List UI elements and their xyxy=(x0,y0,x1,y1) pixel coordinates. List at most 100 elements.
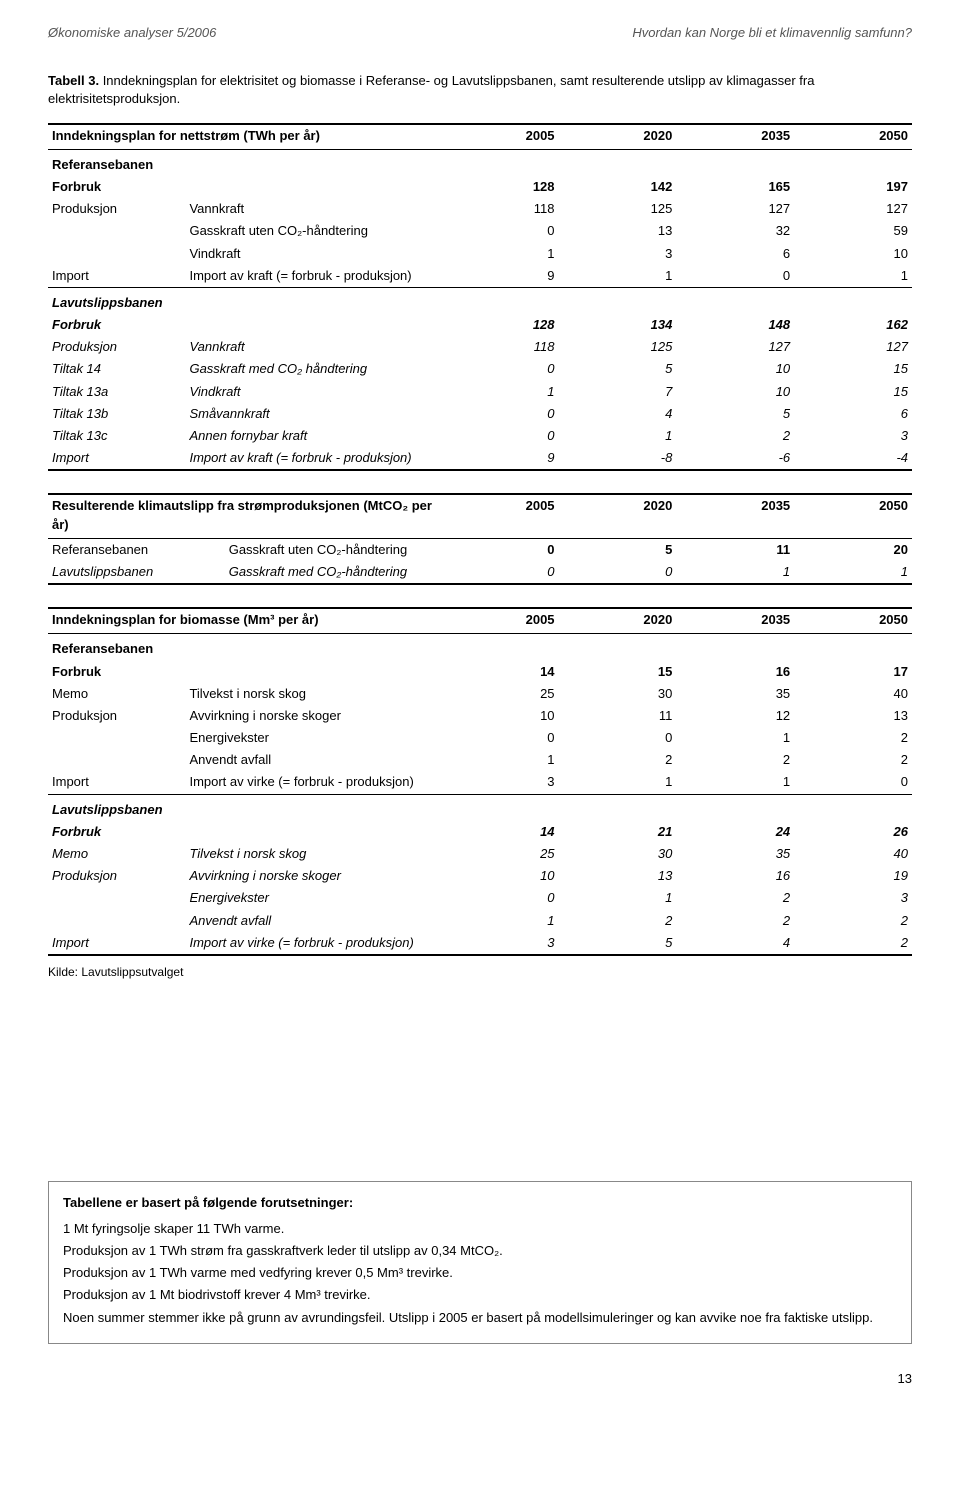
table-row: ProduksjonVannkraft118125127127 xyxy=(48,198,912,220)
cell-value: 10 xyxy=(441,865,559,887)
cell-value: 0 xyxy=(441,538,559,561)
cell-value: 5 xyxy=(559,538,677,561)
cell-value: -4 xyxy=(794,447,912,469)
cell-value: 3 xyxy=(441,932,559,954)
row-label-a: Produksjon xyxy=(48,865,185,887)
cell-value: 2 xyxy=(794,910,912,932)
cell-value: 30 xyxy=(559,683,677,705)
table-nettstrom: Inndekningsplan for nettstrøm (TWh per å… xyxy=(48,123,912,472)
row-label-b: Vannkraft xyxy=(185,198,440,220)
cell-value: 142 xyxy=(559,176,677,198)
row-label-b: Vindkraft xyxy=(185,381,440,403)
row-label-a: Forbruk xyxy=(48,661,185,683)
cell-value: 14 xyxy=(441,821,559,843)
row-label-a: Produksjon xyxy=(48,198,185,220)
table-caption: Tabell 3. Inndekningsplan for elektrisit… xyxy=(48,72,912,108)
cell-value: 128 xyxy=(441,176,559,198)
cell-value: 0 xyxy=(559,561,677,583)
row-label-b: Gasskraft uten CO₂-håndtering xyxy=(225,538,441,561)
cell-value: 2 xyxy=(676,887,794,909)
row-label-b: Import av virke (= forbruk - produksjon) xyxy=(185,932,440,954)
row-label-a: Produksjon xyxy=(48,705,185,727)
table-row: ImportImport av kraft (= forbruk - produ… xyxy=(48,265,912,288)
cell-value: -6 xyxy=(676,447,794,469)
row-label-b: Gasskraft med CO₂-håndtering xyxy=(225,561,441,583)
cell-value: 17 xyxy=(794,661,912,683)
cell-value: 1 xyxy=(441,749,559,771)
cell-value: 0 xyxy=(441,561,559,583)
col-year: 2035 xyxy=(676,124,794,150)
col-year: 2035 xyxy=(676,494,794,538)
assumptions-box: Tabellene er basert på følgende forutset… xyxy=(48,1181,912,1344)
row-label-a: Tiltak 13c xyxy=(48,425,185,447)
table-row: Forbruk14212426 xyxy=(48,821,912,843)
cell-value: 165 xyxy=(676,176,794,198)
cell-value: 11 xyxy=(676,538,794,561)
cell-value: 2 xyxy=(794,727,912,749)
t1-title: Inndekningsplan for nettstrøm (TWh per å… xyxy=(48,124,441,150)
cell-value: 10 xyxy=(441,705,559,727)
cell-value: 2 xyxy=(676,910,794,932)
cell-value: 14 xyxy=(441,661,559,683)
row-label-a: Memo xyxy=(48,843,185,865)
cell-value: 0 xyxy=(441,220,559,242)
assumption-line: 1 Mt fyringsolje skaper 11 TWh varme. xyxy=(63,1220,897,1238)
table-row: ProduksjonAvvirkning i norske skoger1013… xyxy=(48,865,912,887)
table-row: Energivekster0012 xyxy=(48,727,912,749)
cell-value: 26 xyxy=(794,821,912,843)
row-label-b: Avvirkning i norske skoger xyxy=(185,705,440,727)
col-year: 2020 xyxy=(559,608,677,634)
row-label-b xyxy=(185,176,440,198)
row-label-a xyxy=(48,749,185,771)
cell-value: 12 xyxy=(676,705,794,727)
table-utslipp: Resulterende klimautslipp fra strømprodu… xyxy=(48,493,912,585)
cell-value: 35 xyxy=(676,843,794,865)
assumption-line: Produksjon av 1 Mt biodrivstoff krever 4… xyxy=(63,1286,897,1304)
col-year: 2050 xyxy=(794,608,912,634)
page-number: 13 xyxy=(48,1370,912,1388)
row-label-b: Import av kraft (= forbruk - produksjon) xyxy=(185,447,440,469)
cell-value: 10 xyxy=(794,243,912,265)
assumption-line: Noen summer stemmer ikke på grunn av avr… xyxy=(63,1309,897,1327)
table-row: Tiltak 13aVindkraft171015 xyxy=(48,381,912,403)
cell-value: 127 xyxy=(794,198,912,220)
row-label-b: Annen fornybar kraft xyxy=(185,425,440,447)
cell-value: 15 xyxy=(559,661,677,683)
assumption-line: Produksjon av 1 TWh varme med vedfyring … xyxy=(63,1264,897,1282)
table-row: ProduksjonVannkraft118125127127 xyxy=(48,336,912,358)
cell-value: 3 xyxy=(794,887,912,909)
cell-value: 127 xyxy=(676,336,794,358)
cell-value: 19 xyxy=(794,865,912,887)
cell-value: 1 xyxy=(559,887,677,909)
assumptions-title: Tabellene er basert på følgende forutset… xyxy=(63,1194,897,1212)
cell-value: 16 xyxy=(676,865,794,887)
ref-label: Referansebanen xyxy=(48,149,912,176)
row-label-a: Tiltak 13a xyxy=(48,381,185,403)
cell-value: 0 xyxy=(441,887,559,909)
row-label-b: Vannkraft xyxy=(185,336,440,358)
cell-value: 9 xyxy=(441,447,559,469)
table-row: Forbruk14151617 xyxy=(48,661,912,683)
row-label-b xyxy=(185,661,440,683)
cell-value: 30 xyxy=(559,843,677,865)
row-label-a xyxy=(48,910,185,932)
row-label-a: Referansebanen xyxy=(48,538,225,561)
cell-value: 5 xyxy=(559,932,677,954)
t2-title: Resulterende klimautslipp fra strømprodu… xyxy=(48,494,441,538)
cell-value: 1 xyxy=(559,771,677,794)
cell-value: 0 xyxy=(441,727,559,749)
cell-value: 15 xyxy=(794,358,912,380)
table-row: Anvendt avfall1222 xyxy=(48,910,912,932)
cell-value: 118 xyxy=(441,336,559,358)
caption-number: Tabell 3. xyxy=(48,73,99,88)
row-label-a: Import xyxy=(48,447,185,469)
row-label-b: Småvannkraft xyxy=(185,403,440,425)
row-label-b: Gasskraft med CO₂ håndtering xyxy=(185,358,440,380)
row-label-a: Lavutslippsbanen xyxy=(48,561,225,583)
col-year: 2050 xyxy=(794,124,912,150)
cell-value: 40 xyxy=(794,843,912,865)
cell-value: 125 xyxy=(559,198,677,220)
cell-value: 1 xyxy=(794,561,912,583)
source-line: Kilde: Lavutslippsutvalget xyxy=(48,964,912,981)
table-row: ImportImport av kraft (= forbruk - produ… xyxy=(48,447,912,469)
